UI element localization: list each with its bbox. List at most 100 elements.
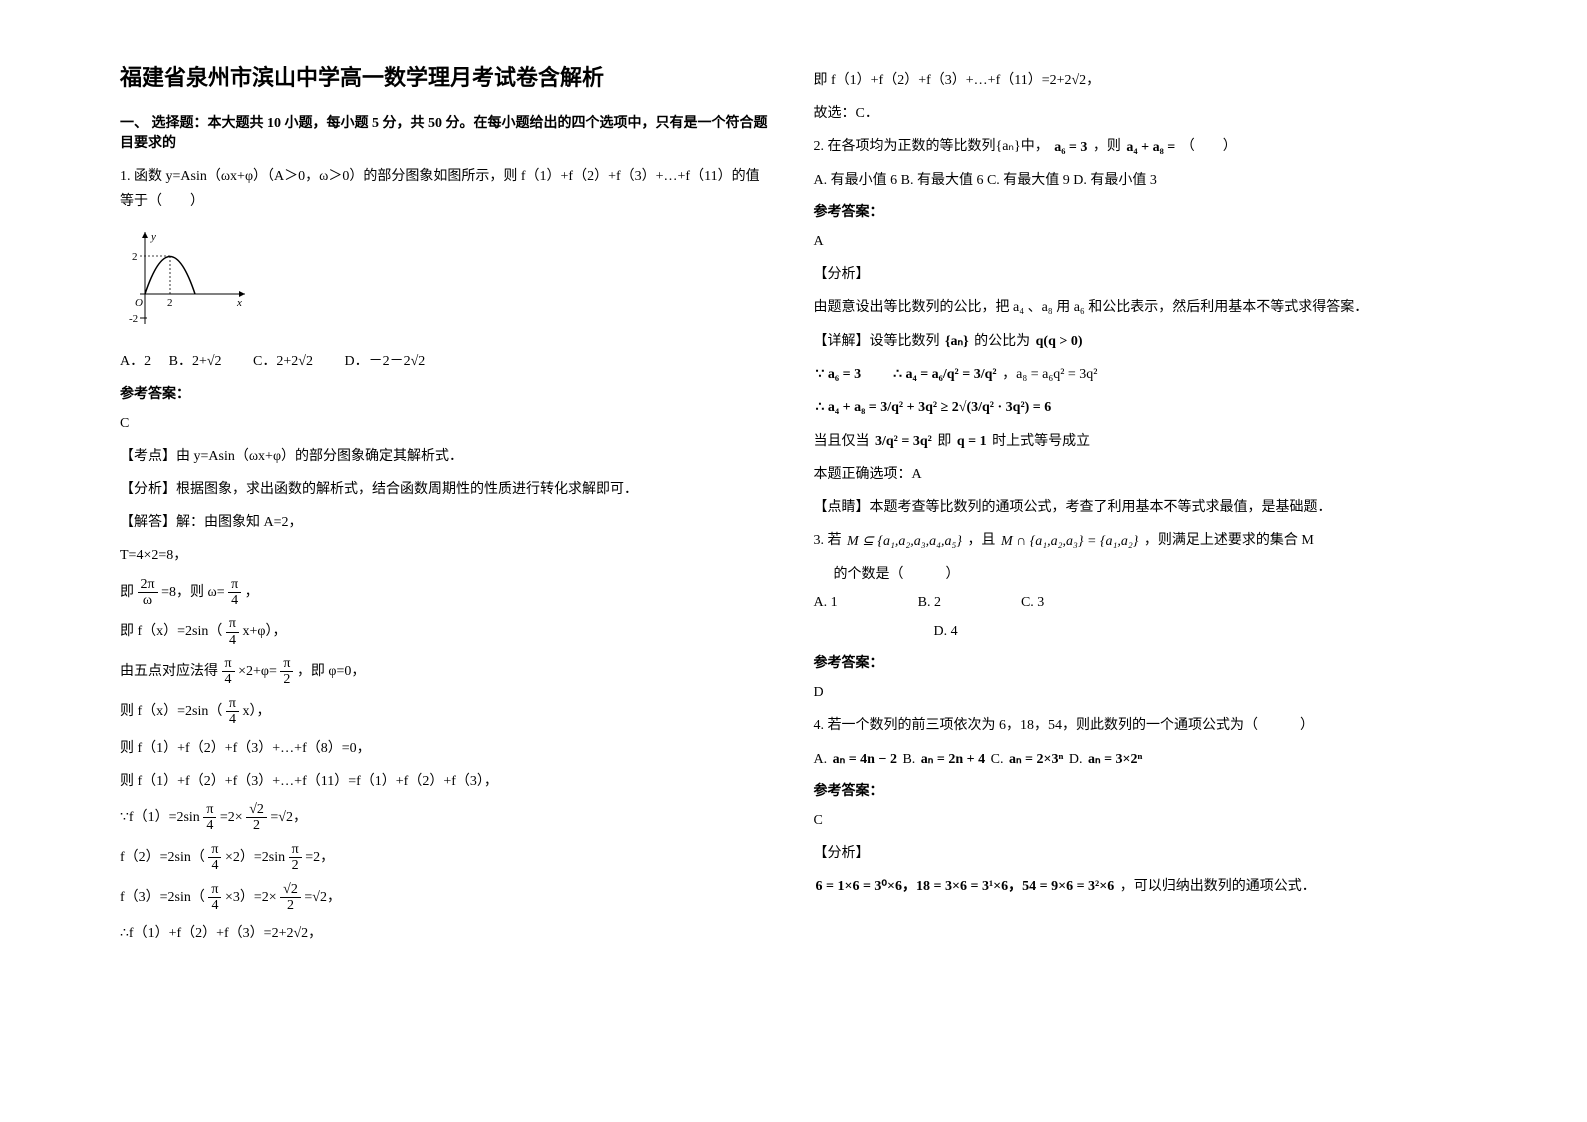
q4-answer-label: 参考答案：	[814, 780, 1468, 800]
frac-pi-4c: π4	[222, 656, 235, 688]
t: ，即 φ=0，	[297, 664, 365, 679]
q1-T: T=4×2=8，	[120, 543, 774, 568]
q2-answer: A	[814, 229, 1468, 254]
xtick-2: 2	[167, 297, 173, 309]
frac-pi-2: π2	[280, 656, 293, 688]
t: 2. 在各项均为正数的等比数列{aₙ}中，	[814, 139, 1049, 154]
q3-stem: 3. 若 M ⊆ {a₁,a₂,a₃,a₄,a₅} ，且 M ∩ {a₁,a₂,…	[814, 528, 1468, 553]
q1-answer: C	[120, 411, 774, 436]
q1-stem: 1. 函数 y=Asin（ωx+φ）（A＞0，ω＞0）的部分图象如图所示，则 f…	[120, 164, 774, 214]
origin-label: O	[135, 297, 143, 309]
q2-answer-label: 参考答案：	[814, 201, 1468, 221]
q1-kaodian: 【考点】由 y=Asin（ωx+φ）的部分图象确定其解析式．	[120, 444, 774, 469]
q2-qq: q(q > 0)	[1036, 329, 1083, 354]
t: x），	[242, 704, 270, 719]
t: =√2，	[304, 890, 341, 905]
q2-q1: q = 1	[957, 429, 987, 454]
q2-xiangjie: 【详解】设等比数列 {aₙ} 的公比为 q(q > 0)	[814, 329, 1468, 354]
q4-answer: C	[814, 808, 1468, 833]
q1-therefore: ∴f（1）+f（2）+f（3）=2+2√2，	[120, 921, 774, 946]
t: C.	[991, 752, 1007, 767]
t: 即	[937, 434, 955, 449]
t: x+φ），	[242, 624, 286, 639]
q2-dianjing: 【点睛】本题考查等比数列的通项公式，考查了利用基本不等式求最值，是基础题．	[814, 495, 1468, 520]
q4-decomp-eq: 6 = 1×6 = 3⁰×6，18 = 3×6 = 3¹×6，54 = 9×6 …	[816, 874, 1115, 899]
ytick-neg2: -2	[129, 313, 138, 325]
q2-iff: 当且仅当 3/q² = 3q² 即 q = 1 时上式等号成立	[814, 429, 1468, 454]
q2-ineq: ∴ a₄ + a₈ = 3/q² + 3q² ≥ 2√(3/q² · 3q²) …	[814, 395, 1468, 420]
q4-fenxi-label: 【分析】	[814, 841, 1468, 866]
t: f（3）=2sin（	[120, 890, 205, 905]
q3-optB: B. 2	[918, 595, 941, 611]
q4-decomp: 6 = 1×6 = 3⁰×6，18 = 3×6 = 3¹×6，54 = 9×6 …	[814, 874, 1468, 899]
section-header: 一、 选择题：本大题共 10 小题，每小题 5 分，共 50 分。在每小题给出的…	[120, 112, 774, 152]
t: 时上式等号成立	[992, 434, 1090, 449]
frac-pi-4: π4	[228, 577, 241, 609]
y-axis-label: y	[150, 231, 156, 243]
q4-optB: aₙ = 2n + 4	[921, 747, 985, 772]
q3-mcap: M ∩ {a₁,a₂,a₃} = {a₁,a₂}	[1001, 529, 1138, 554]
q1-f2: f（2）=2sin（ π4 ×2）=2sin π2 =2，	[120, 842, 774, 874]
q4-opts: A. aₙ = 4n − 2 B. aₙ = 2n + 4 C. aₙ = 2×…	[814, 747, 1468, 772]
frac-sqrt2-2: √22	[246, 802, 267, 834]
x-axis-label: x	[236, 297, 242, 309]
q2-fenxi: 由题意设出等比数列的公比，把 a₄ 、a₈ 用 a₆ 和公比表示，然后利用基本不…	[814, 295, 1468, 320]
t: （ ）	[1181, 139, 1237, 154]
q2-therefore-a4: ∴ a₄ = a₆/q² = 3/q²	[893, 362, 997, 387]
q4-optC: aₙ = 2×3ⁿ	[1009, 747, 1063, 772]
q1-cont1: 即 f（1）+f（2）+f（3）+…+f（11）=2+2√2，	[814, 68, 1468, 93]
q3-answer: D	[814, 680, 1468, 705]
q2-iff-eq: 3/q² = 3q²	[875, 429, 932, 454]
q3-stem2: 的个数是（ ）	[834, 562, 1468, 587]
q3-optA: A. 1	[814, 595, 838, 611]
q2-stem: 2. 在各项均为正数的等比数列{aₙ}中， a₆ = 3 ，则 a₄ + a₈ …	[814, 134, 1468, 159]
t: =2×	[220, 810, 246, 825]
frac-pi-4b: π4	[226, 616, 239, 648]
t: =2，	[305, 850, 334, 865]
t: 3. 若	[814, 533, 846, 548]
frac-pi-4f: π4	[208, 842, 221, 874]
t: ，则满足上述要求的集合 M	[1144, 533, 1314, 548]
t: 的公比为	[974, 334, 1034, 349]
q2-opts: A. 有最小值 6 B. 有最大值 6 C. 有最大值 9 D. 有最小值 3	[814, 168, 1468, 193]
q2-a4a8: a₄ + a₈ =	[1126, 135, 1175, 160]
q3-optC: C. 3	[1021, 595, 1044, 611]
q3-opts-row1: A. 1 B. 2 C. 3	[814, 595, 1468, 611]
left-column: 福建省泉州市滨山中学高一数学理月考试卷含解析 一、 选择题：本大题共 10 小题…	[100, 60, 794, 1062]
q1-optD: D．－2－2√2	[344, 354, 425, 369]
frac-pi-4d: π4	[226, 696, 239, 728]
page-title: 福建省泉州市滨山中学高一数学理月考试卷含解析	[120, 60, 774, 92]
t: =8，则 ω=	[161, 585, 228, 600]
q1-optB: B．2+√2	[169, 354, 222, 369]
q2-an: {aₙ}	[945, 329, 969, 354]
t: ×2）=2sin	[225, 850, 289, 865]
q1-then-fx: 则 f（x）=2sin（ π4 x），	[120, 696, 774, 728]
frac-pi-4e: π4	[203, 802, 216, 834]
frac-pi-2b: π2	[289, 842, 302, 874]
q1-f1: ∵f（1）=2sin π4 =2× √22 =√2，	[120, 802, 774, 834]
q1-cont2: 故选：C．	[814, 101, 1468, 126]
q2-fenxi-label: 【分析】	[814, 262, 1468, 287]
t: B.	[902, 752, 918, 767]
q4-optA: aₙ = 4n − 2	[833, 747, 897, 772]
q1-five-point: 由五点对应法得 π4 ×2+φ= π2 ，即 φ=0，	[120, 656, 774, 688]
q1-sum11: 则 f（1）+f（2）+f（3）+…+f（11）=f（1）+f（2）+f（3），	[120, 769, 774, 794]
q1-jieda: 【解答】解：由图象知 A=2，	[120, 510, 774, 535]
sine-graph-svg: 2 -2 2 O x y	[125, 224, 255, 334]
q1-sum8: 则 f（1）+f（2）+f（3）+…+f（8）=0，	[120, 736, 774, 761]
t: A.	[814, 752, 831, 767]
t: 即 f（x）=2sin（	[120, 624, 222, 639]
t: 则 f（x）=2sin（	[120, 704, 222, 719]
ytick-2: 2	[132, 251, 138, 263]
q1-omega-line: 即 2πω =8，则 ω= π4 ，	[120, 577, 774, 609]
t: ，	[245, 585, 259, 600]
q1-graph: 2 -2 2 O x y	[125, 224, 774, 339]
q2-since: ∵ a₆ = 3 ∴ a₄ = a₆/q² = 3/q² ，a₈ = a₆q² …	[814, 362, 1468, 387]
t: ，且	[967, 533, 999, 548]
q2-a6: a₆ = 3	[1054, 135, 1087, 160]
t: =√2，	[270, 810, 307, 825]
q3-answer-label: 参考答案：	[814, 652, 1468, 672]
t: ，则	[1093, 139, 1125, 154]
t: 当且仅当	[814, 434, 874, 449]
t: ×3）=2×	[225, 890, 280, 905]
